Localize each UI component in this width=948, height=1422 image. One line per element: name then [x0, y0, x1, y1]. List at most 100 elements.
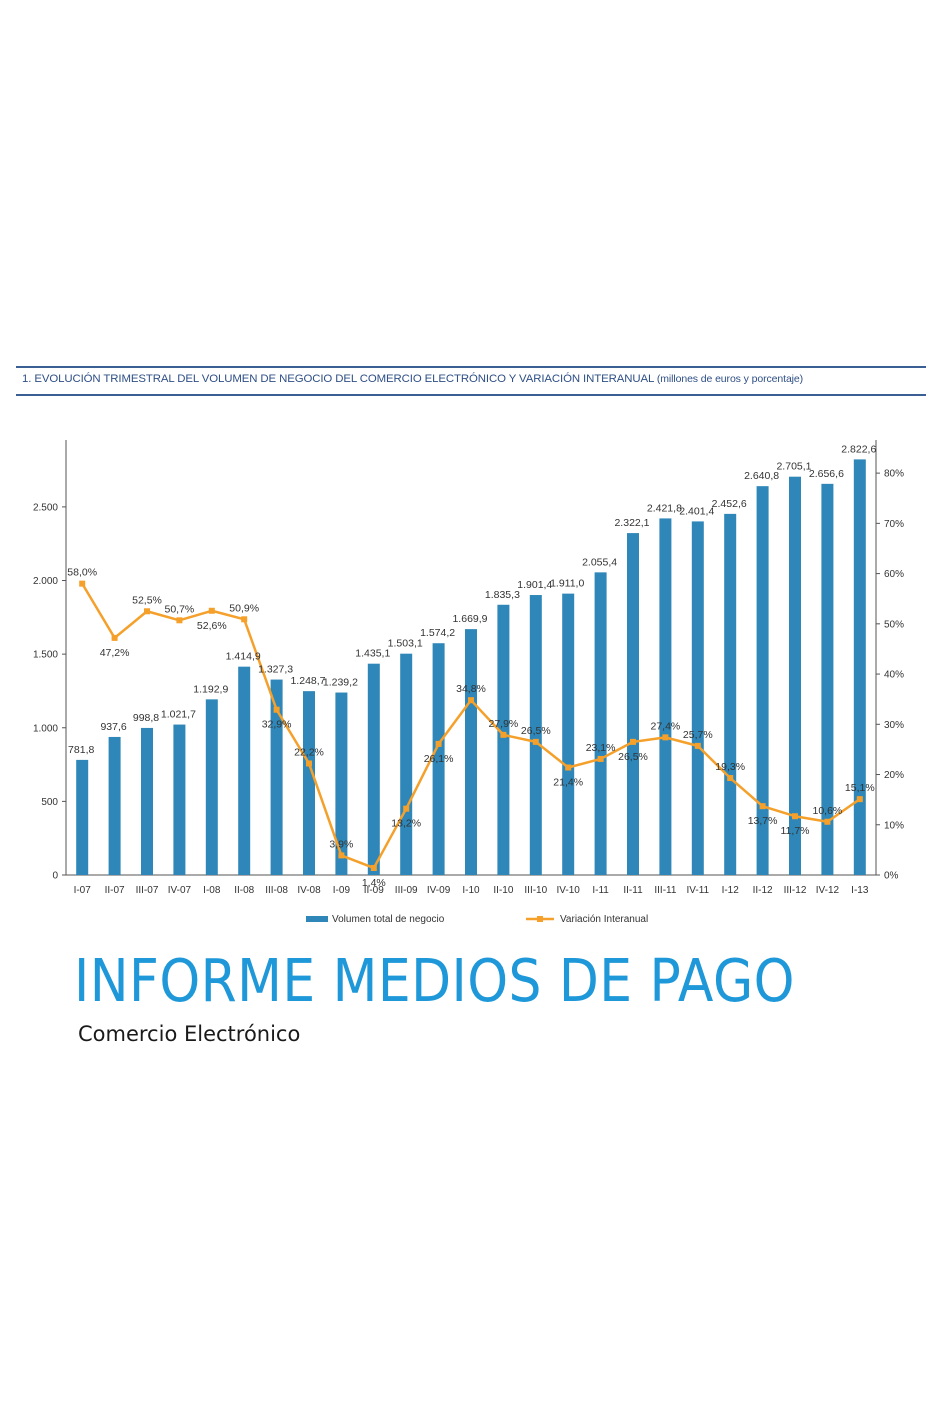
y-left-tick-label: 1.000 [33, 723, 58, 734]
y-left-tick-label: 2.000 [33, 576, 58, 587]
line-data-label: 1,4% [362, 877, 386, 889]
chart-title-text: 1. EVOLUCIÓN TRIMESTRAL DEL VOLUMEN DE N… [22, 373, 654, 385]
x-tick-label: II-09 [364, 885, 384, 896]
line-data-label: 19,3% [715, 761, 745, 773]
bar-data-label: 1.414,9 [226, 651, 261, 663]
bar [367, 663, 380, 875]
bar-data-label: 1.574,2 [420, 627, 455, 639]
y-right-tick-label: 30% [884, 720, 904, 731]
bar [270, 679, 283, 875]
bar-data-label: 998,8 [133, 712, 159, 724]
bar-data-label: 1.835,3 [485, 589, 520, 601]
bar [303, 691, 315, 875]
y-right-tick-label: 80% [884, 469, 904, 480]
bar [432, 643, 445, 875]
x-tick-label: IV-09 [427, 885, 451, 896]
line-point [532, 738, 539, 745]
legend-line-label: Variación Interanual [560, 914, 648, 925]
line-point [727, 775, 734, 782]
line-point [630, 738, 636, 745]
bar-data-label: 2.322,1 [614, 517, 649, 529]
y-right-tick-label: 70% [884, 519, 904, 530]
bar [76, 759, 89, 875]
bar [497, 604, 510, 875]
line-point [792, 813, 798, 820]
line-data-label: 10,6% [813, 805, 843, 817]
bar [659, 518, 672, 875]
bar [562, 593, 575, 875]
x-tick-label: III-09 [395, 885, 418, 896]
bar [691, 521, 704, 875]
line-point [694, 742, 701, 749]
line-point [403, 805, 410, 812]
x-tick-label: I-13 [851, 885, 869, 896]
line-point [338, 852, 345, 859]
y-left-tick-label: 0 [52, 871, 58, 882]
bar [238, 666, 251, 875]
line-data-label: 23,1% [586, 742, 616, 754]
x-tick-label: II-11 [623, 885, 643, 896]
line-point [208, 607, 215, 614]
bar [205, 699, 218, 875]
line-data-label: 50,7% [165, 603, 195, 615]
bar-data-label: 781,8 [68, 744, 94, 756]
y-right-tick-label: 10% [884, 820, 904, 831]
bar-data-label: 1.239,2 [323, 677, 358, 689]
bar [756, 486, 769, 875]
bar-data-label: 1.192,9 [193, 683, 228, 695]
combo-chart: 0 500 1.000 1.500 2.000 2.500 0% 10% 20% 30% 40% 50… [33, 440, 904, 925]
x-tick-label: IV-10 [557, 885, 581, 896]
x-tick-label: IV-07 [168, 885, 192, 896]
y-left-tick-label: 500 [41, 797, 58, 808]
bar-data-label: 2.705,1 [776, 461, 811, 473]
x-tick-label: I-10 [462, 885, 480, 896]
bar [853, 459, 866, 875]
bar-data-label: 2.401,4 [679, 505, 714, 517]
legend-line-marker [537, 916, 543, 922]
bar-data-label: 1.435,1 [355, 648, 390, 660]
line-point [856, 796, 863, 803]
line-point [306, 760, 312, 767]
chart-header: 1. EVOLUCIÓN TRIMESTRAL DEL VOLUMEN DE N… [16, 366, 926, 396]
bar [465, 629, 477, 875]
line-data-label: 13,7% [748, 815, 778, 827]
line-data-label: 47,2% [100, 647, 130, 659]
line-data-label: 21,4% [553, 776, 583, 788]
line-point [500, 731, 507, 738]
bar [529, 595, 542, 875]
line-data-label: 26,5% [618, 751, 648, 763]
y-right-tick-label: 40% [884, 670, 904, 681]
x-tick-label: I-11 [592, 885, 609, 896]
x-tick-label: III-10 [524, 885, 547, 896]
report-subtitle: Comercio Electrónico [78, 1022, 301, 1046]
line-data-label: 26,1% [424, 753, 454, 765]
x-tick-label: II-10 [493, 885, 513, 896]
bar-data-label: 1.911,0 [550, 578, 584, 590]
bar-data-label: 937,6 [100, 721, 126, 733]
x-tick-label: I-07 [74, 885, 92, 896]
bar-data-label: 1.503,1 [388, 638, 423, 650]
line-data-label: 13,2% [391, 818, 421, 830]
line-data-label: 11,7% [781, 825, 810, 837]
bar [627, 533, 639, 875]
bar-data-label: 2.055,4 [582, 556, 617, 568]
bar-data-label: 1.901,4 [517, 579, 552, 591]
bar [335, 692, 348, 875]
y-left-tick-label: 2.500 [33, 502, 58, 513]
line-point [597, 755, 604, 762]
y-right-tick-label: 60% [884, 569, 904, 580]
bar-data-label: 1.327,3 [258, 664, 293, 676]
x-tick-label: III-07 [136, 885, 159, 896]
bar-data-label: 2.822,6 [841, 443, 876, 455]
line-data-label: 58,0% [67, 567, 97, 579]
x-tick-label: III-12 [784, 885, 807, 896]
bar [141, 727, 153, 875]
x-tick-label: IV-11 [686, 885, 709, 896]
bar-data-label: 2.452,6 [712, 498, 747, 510]
line-data-label: 25,7% [683, 729, 713, 741]
bar [789, 476, 801, 875]
line-point [435, 740, 442, 747]
line-data-label: 27,4% [651, 720, 681, 732]
bar-data-label: 1.248,7 [290, 675, 325, 687]
line-data-label: 26,5% [521, 725, 551, 737]
